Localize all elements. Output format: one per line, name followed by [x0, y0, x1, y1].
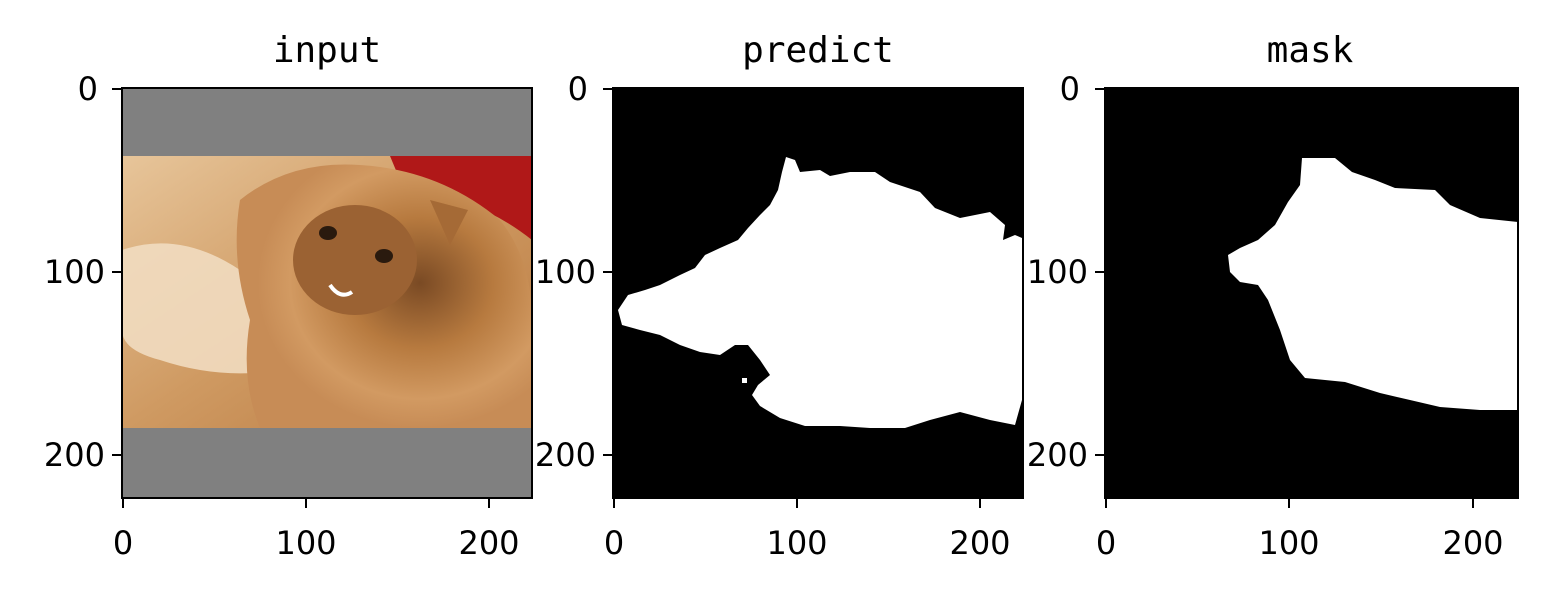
mask-foreground-region [1228, 158, 1518, 410]
mask-ytick-label: 200 [1027, 436, 1088, 474]
cat-face [293, 205, 417, 315]
input-axes-frame [121, 87, 533, 499]
mask-ytick-label: 0 [1060, 70, 1080, 108]
mask-yaxis: 0 100 200 [1027, 70, 1105, 474]
mask-xtick-label: 200 [1442, 524, 1503, 562]
input-xtick-label: 100 [275, 524, 336, 562]
input-yaxis: 0 100 200 [44, 70, 122, 474]
input-ytick-label: 0 [78, 70, 98, 108]
cat-ear [430, 200, 468, 245]
predict-axes-frame [612, 87, 1024, 499]
predict-yaxis: 0 100 200 [535, 70, 613, 474]
panel-title-mask: mask [1267, 30, 1354, 71]
panel-mask: mask 0 100 200 0 100 200 [1027, 30, 1519, 562]
predict-foreground-region [618, 157, 1022, 428]
panel-predict: predict 0 100 200 0 100 200 [535, 30, 1024, 562]
predict-ytick-label: 100 [535, 253, 596, 291]
panel-input: input 0 100 200 [44, 30, 533, 562]
predict-xtick-label: 200 [949, 524, 1010, 562]
mask-ytick-label: 100 [1027, 253, 1088, 291]
predict-image [613, 88, 1023, 498]
predict-xtick-label: 0 [604, 524, 624, 562]
predict-xtick-label: 100 [766, 524, 827, 562]
input-xaxis: 0 100 200 [113, 498, 520, 562]
mask-xtick-label: 0 [1096, 524, 1116, 562]
panel-title-predict: predict [742, 30, 894, 71]
predict-speck [742, 378, 747, 383]
predict-ytick-label: 0 [568, 70, 588, 108]
mask-image [1105, 88, 1518, 498]
input-ytick-label: 100 [44, 253, 105, 291]
cat-eye-left [319, 226, 337, 240]
input-xtick-label: 0 [113, 524, 133, 562]
input-ytick-label: 200 [44, 436, 105, 474]
input-xtick-label: 200 [458, 524, 519, 562]
panel-title-input: input [273, 30, 381, 71]
predict-xaxis: 0 100 200 [604, 498, 1011, 562]
input-image [122, 88, 532, 498]
mask-xtick-label: 100 [1258, 524, 1319, 562]
input-bottom-padding [122, 428, 532, 498]
mask-xaxis: 0 100 200 [1096, 498, 1504, 562]
cat-mouth [328, 283, 354, 297]
input-top-padding [122, 88, 532, 156]
cat-eye-right [375, 249, 393, 263]
predict-ytick-label: 200 [535, 436, 596, 474]
mask-axes-frame [1104, 87, 1519, 499]
